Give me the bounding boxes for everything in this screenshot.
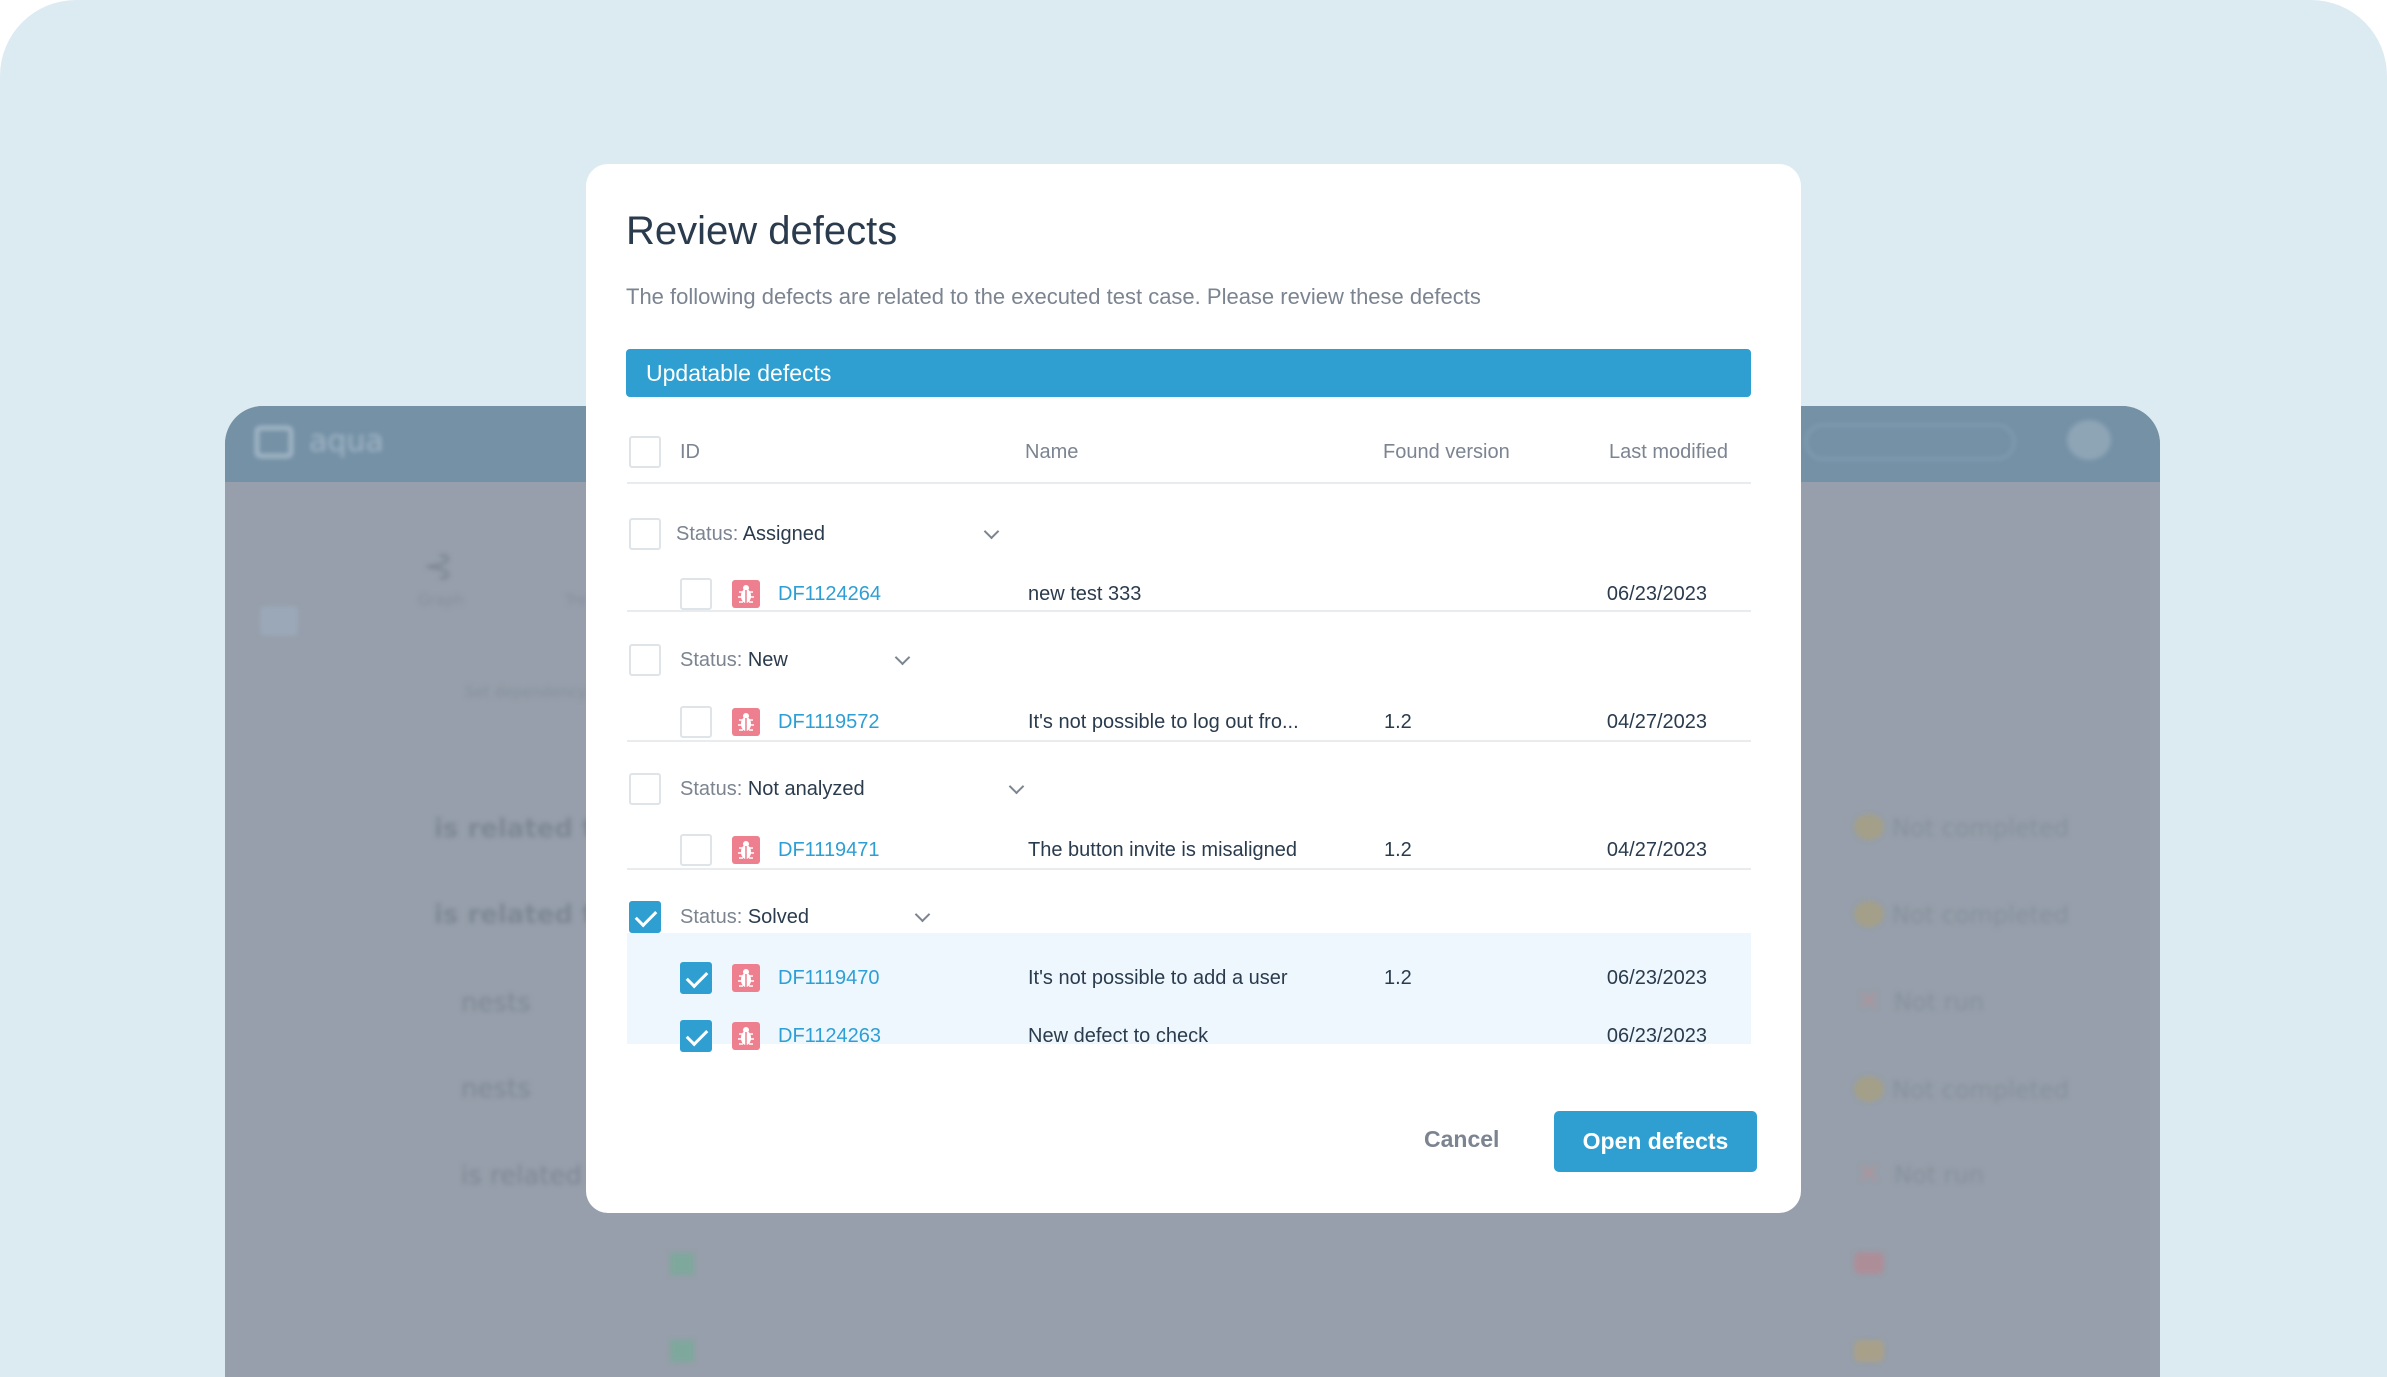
column-id: ID	[680, 441, 700, 463]
status-label: Status:	[676, 523, 739, 545]
divider	[627, 482, 1751, 484]
defect-checkbox[interactable]	[680, 1020, 712, 1052]
defect-found-version: 1.2	[1384, 711, 1412, 733]
logo-icon	[255, 426, 293, 458]
defect-id-link[interactable]: DF1119471	[778, 839, 880, 861]
divider	[627, 740, 1751, 742]
defect-found-version: 1.2	[1384, 839, 1412, 861]
group-status-toggle[interactable]: Status: New	[680, 649, 788, 672]
select-all-checkbox[interactable]	[629, 436, 661, 468]
defect-id-link[interactable]: DF1119470	[778, 967, 880, 989]
group-status-toggle[interactable]: Status: Not analyzed	[680, 778, 865, 801]
status-text: Not completed	[1892, 814, 2070, 842]
section-header: Updatable defects	[626, 349, 1751, 397]
cancel-button[interactable]: Cancel	[1424, 1126, 1500, 1152]
tree-item: is related to	[434, 900, 613, 930]
defect-name: New defect to check	[1028, 1025, 1209, 1047]
column-last-modified: Last modified	[1609, 441, 1728, 463]
status-icon	[1854, 814, 1884, 840]
defect-last-modified: 06/23/2023	[1606, 583, 1707, 605]
group-checkbox[interactable]	[629, 901, 661, 933]
x-icon: ✕	[1857, 1158, 1881, 1189]
bug-icon	[732, 708, 760, 736]
divider	[627, 868, 1751, 870]
search-input	[1805, 424, 2015, 460]
status-value: Solved	[747, 906, 809, 928]
logo-text: aqua	[309, 424, 384, 459]
defect-last-modified: 04/27/2023	[1606, 711, 1707, 733]
open-defects-button[interactable]: Open defects	[1554, 1111, 1757, 1172]
status-value: New	[747, 649, 788, 671]
divider	[627, 610, 1751, 612]
tree-item: nests	[461, 988, 531, 1018]
bug-icon	[732, 1022, 760, 1050]
view-tree: Tre	[565, 591, 588, 609]
status-label: Status:	[680, 906, 743, 928]
status-icon	[1854, 1340, 1884, 1362]
defect-id-link[interactable]: DF1124264	[778, 583, 882, 605]
status-label: Status:	[680, 649, 743, 671]
status-text: Not run	[1894, 1161, 1984, 1189]
defect-last-modified: 06/23/2023	[1606, 1025, 1707, 1047]
bug-icon	[732, 580, 760, 608]
bug-icon	[732, 964, 760, 992]
defect-id-link[interactable]: DF1124263	[778, 1025, 882, 1047]
item-icon	[670, 1340, 694, 1362]
chevron-down-icon[interactable]	[983, 523, 1000, 540]
column-found-version: Found version	[1383, 441, 1510, 463]
group-checkbox[interactable]	[629, 644, 661, 676]
review-defects-dialog: Review defects The following defects are…	[586, 164, 1801, 1213]
defect-checkbox[interactable]	[680, 578, 712, 610]
graph-icon: ⊰	[423, 546, 454, 587]
bug-icon	[732, 836, 760, 864]
chevron-down-icon[interactable]	[1008, 778, 1025, 795]
status-icon	[1854, 1252, 1884, 1274]
status-icon	[1854, 901, 1884, 927]
defect-name: It's not possible to log out fro...	[1028, 711, 1299, 733]
item-icon	[670, 1253, 694, 1275]
dialog-subtitle: The following defects are related to the…	[626, 284, 1481, 309]
chevron-down-icon[interactable]	[914, 906, 931, 923]
status-text: Not completed	[1892, 901, 2070, 929]
sidebar-icon	[260, 606, 298, 636]
defect-name: The button invite is misaligned	[1028, 839, 1298, 861]
defect-name: It's not possible to add a user	[1028, 967, 1288, 989]
chevron-down-icon[interactable]	[894, 649, 911, 666]
group-checkbox[interactable]	[629, 518, 661, 550]
defect-checkbox[interactable]	[680, 834, 712, 866]
tree-item: nests	[461, 1074, 531, 1104]
group-checkbox[interactable]	[629, 773, 661, 805]
status-text: Not run	[1894, 988, 1984, 1016]
x-icon: ✕	[1857, 985, 1881, 1016]
column-name: Name	[1025, 441, 1079, 463]
status-icon	[1854, 1076, 1884, 1102]
defect-name: new test 333	[1028, 583, 1142, 605]
set-dependency: Set dependency	[465, 683, 587, 701]
defect-last-modified: 06/23/2023	[1606, 967, 1707, 989]
defect-checkbox[interactable]	[680, 962, 712, 994]
defect-id-link[interactable]: DF1119572	[778, 711, 880, 733]
dialog-title: Review defects	[626, 209, 898, 253]
status-value: Assigned	[742, 523, 825, 545]
status-value: Not analyzed	[747, 778, 865, 800]
defect-checkbox[interactable]	[680, 706, 712, 738]
defect-found-version: 1.2	[1384, 967, 1412, 989]
tree-item: is related to	[434, 814, 613, 844]
group-status-toggle[interactable]: Status: Solved	[680, 906, 809, 929]
view-graph: Graph	[418, 591, 465, 609]
defect-last-modified: 04/27/2023	[1606, 839, 1707, 861]
avatar	[2067, 420, 2111, 460]
status-label: Status:	[680, 778, 743, 800]
selected-rows-highlight	[627, 933, 1751, 1044]
group-status-toggle[interactable]: Status: Assigned	[676, 523, 825, 546]
status-text: Not completed	[1892, 1076, 2070, 1104]
